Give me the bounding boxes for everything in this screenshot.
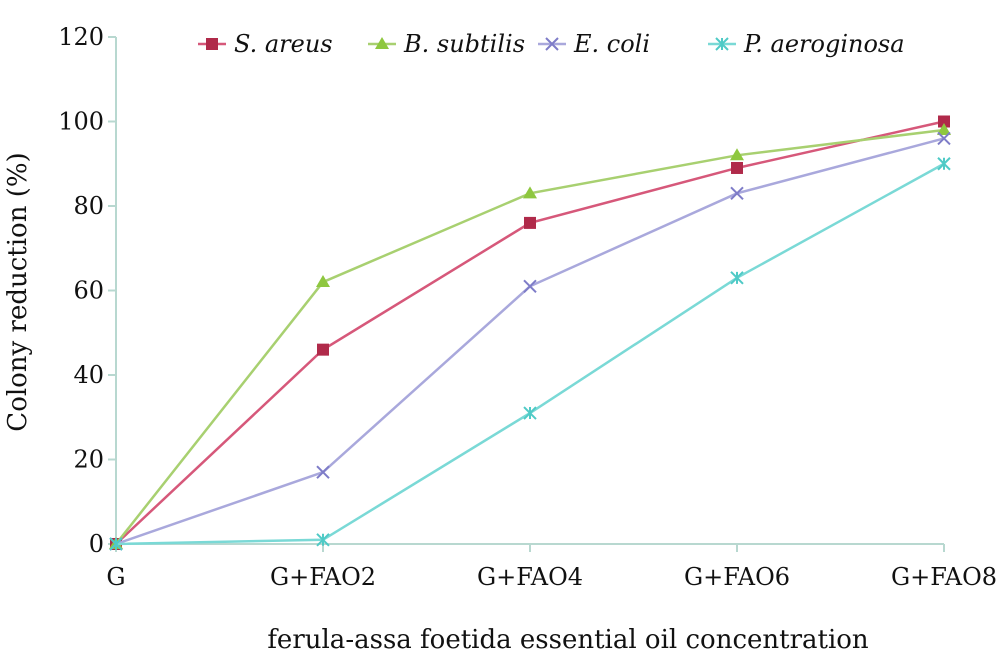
data-point [524, 216, 536, 229]
series-4 [109, 157, 951, 551]
y-tick-label: 100 [58, 108, 104, 136]
legend-marker [206, 38, 218, 50]
legend-item: S. areus [198, 30, 333, 58]
legend-item: B. subtilis [368, 30, 525, 58]
series-1 [110, 115, 950, 550]
data-point [937, 157, 951, 171]
x-tick-label: G [106, 563, 125, 591]
data-point [937, 131, 951, 146]
y-tick-label: 80 [73, 192, 104, 220]
legend-label: P. aeroginosa [743, 30, 905, 58]
chart-axes [108, 36, 945, 552]
series-line [115, 137, 945, 546]
data-point [730, 186, 744, 201]
data-point [937, 122, 951, 135]
data-point [316, 465, 330, 479]
data-point [730, 148, 744, 161]
x-tick-label: G+FAO8 [891, 563, 997, 591]
y-axis-label: Colony reduction (%) [3, 152, 33, 431]
data-point [523, 406, 537, 420]
x-axis-label: ferula-assa foetida essential oil concen… [267, 625, 869, 655]
legend-marker [375, 37, 389, 49]
data-point [317, 343, 329, 356]
y-tick-label: 40 [73, 361, 104, 389]
legend-label: B. subtilis [403, 30, 525, 58]
data-point [730, 271, 744, 285]
legend-marker [715, 37, 729, 51]
tick-labels: 0 20 40 60 80 100 120 G G+FAO2 G+FAO4 G+FAO6 G+FAO8 [58, 23, 997, 591]
legend: S. areus B. subtilis E. coli P. aeroginosa [198, 30, 905, 58]
data-point [109, 537, 123, 551]
y-tick-label: 20 [73, 446, 104, 474]
data-point [938, 115, 950, 128]
data-point [731, 161, 743, 174]
series-line [115, 120, 945, 545]
legend-marker [545, 37, 559, 51]
legend-item: P. aeroginosa [708, 30, 905, 58]
x-tick-label: G+FAO2 [270, 563, 376, 591]
x-tick-label: G+FAO4 [477, 563, 583, 591]
data-point [316, 533, 330, 547]
legend-label: E. coli [573, 30, 650, 58]
series-layer [109, 115, 951, 551]
data-point [523, 186, 537, 199]
legend-label: S. areus [234, 30, 333, 58]
x-tick-label: G+FAO6 [684, 563, 790, 591]
y-tick-label: 120 [58, 23, 104, 51]
y-tick-label: 0 [89, 530, 104, 558]
data-point [523, 279, 537, 293]
legend-item: E. coli [538, 30, 650, 58]
series-2 [109, 122, 951, 549]
y-tick-label: 60 [73, 277, 104, 305]
data-point [316, 275, 330, 288]
